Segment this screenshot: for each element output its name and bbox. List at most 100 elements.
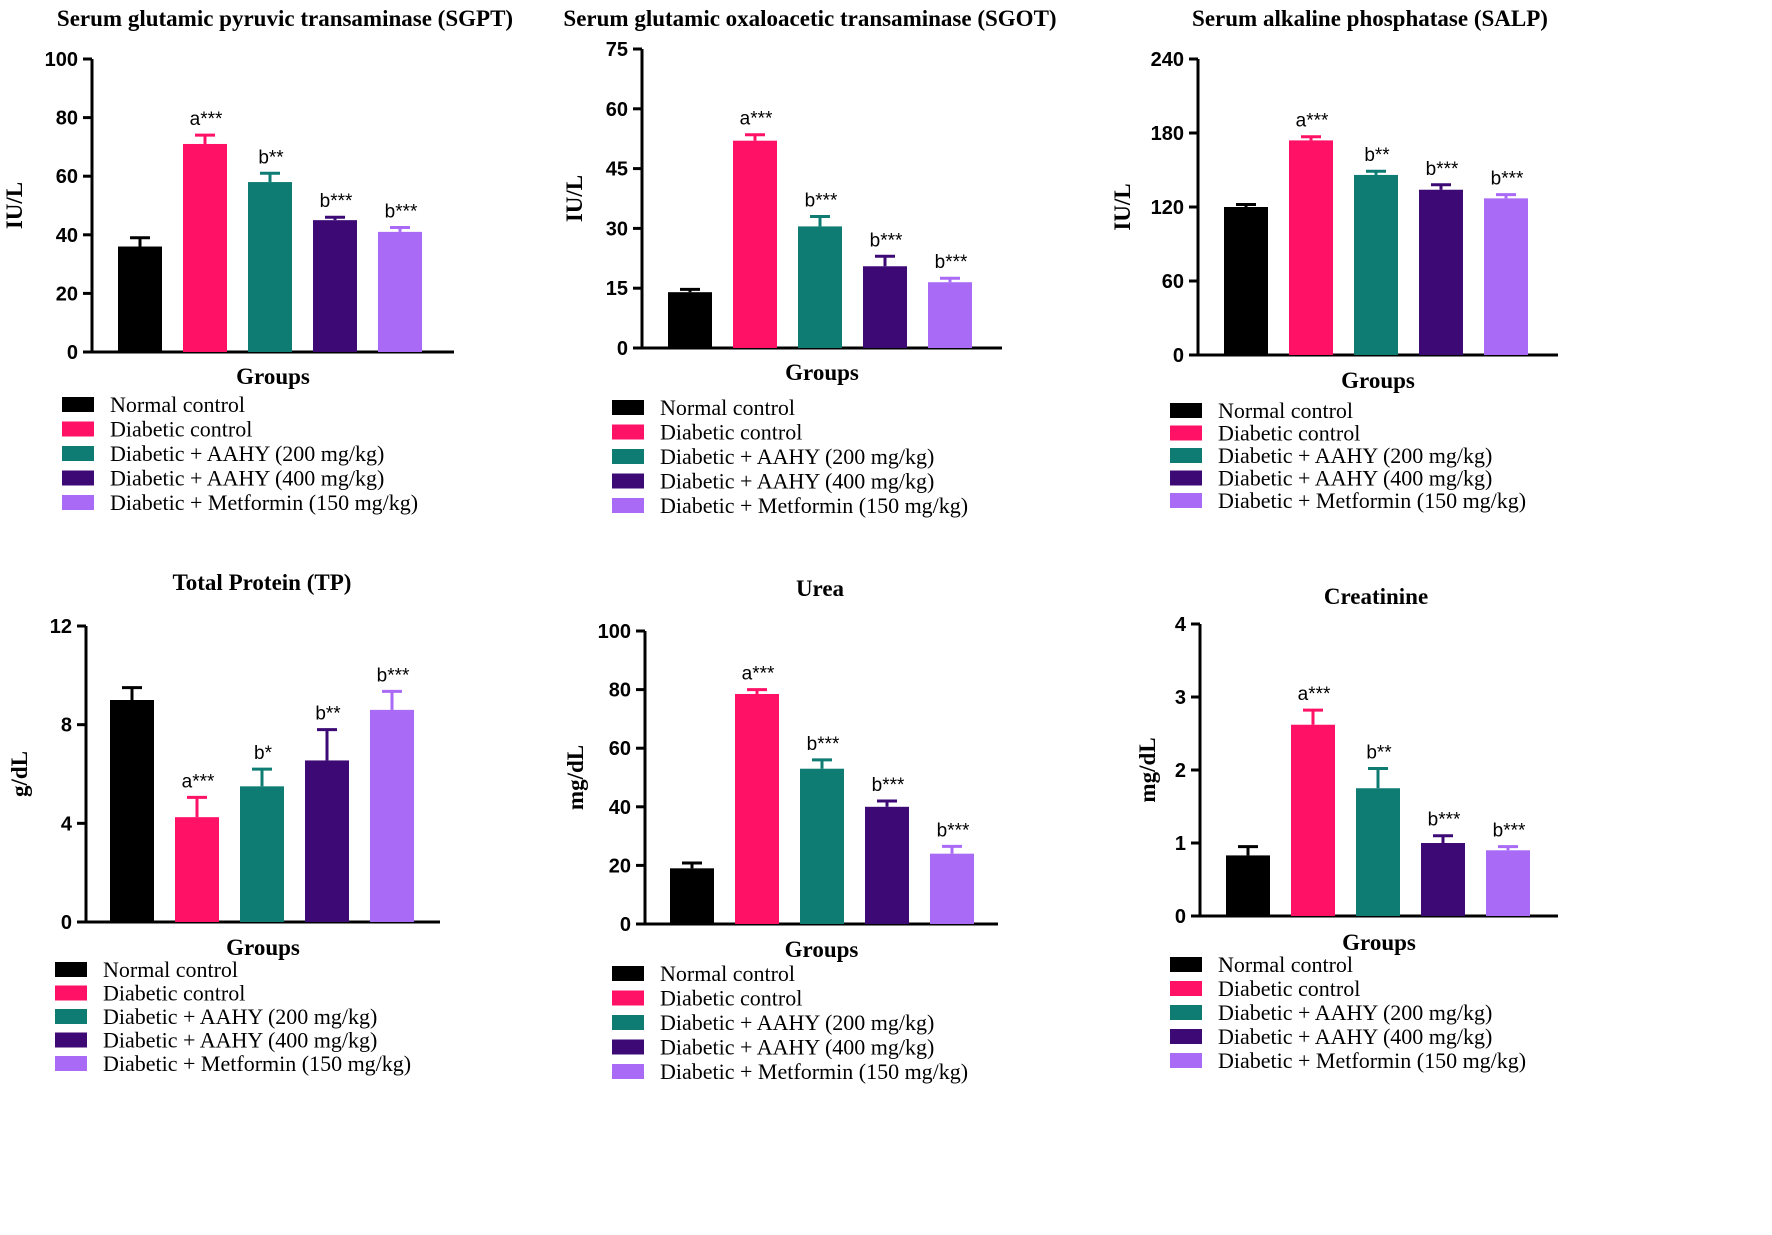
legend-swatch (1170, 493, 1202, 508)
bar (733, 140, 777, 348)
legend-swatch (1170, 448, 1202, 463)
legend-swatch (62, 397, 94, 412)
bar (313, 220, 357, 352)
chart-title: Creatinine (1324, 584, 1428, 609)
legend-swatch (612, 449, 644, 464)
y-tick-label: 100 (45, 49, 78, 71)
legend-swatch (1170, 1029, 1202, 1044)
legend-label: Diabetic + Metformin (150 mg/kg) (660, 493, 968, 518)
bar (370, 709, 414, 922)
x-axis-label: Groups (236, 364, 310, 389)
y-tick-label: 60 (606, 99, 628, 121)
significance-label: b*** (935, 252, 968, 273)
chart-panel-4: Total Protein (TP) 0 4 8 12 g/dL Groups a*** b* b… (7, 570, 440, 1076)
legend-label: Diabetic + Metformin (150 mg/kg) (110, 490, 418, 515)
y-tick-label: 0 (67, 342, 78, 364)
legend-swatch (612, 990, 644, 1006)
legend-swatch (1170, 957, 1202, 972)
bar (1484, 198, 1528, 355)
chart-title: Serum glutamic oxaloacetic transaminase … (563, 6, 1056, 31)
legend-label: Diabetic + Metformin (150 mg/kg) (1218, 1048, 1526, 1073)
y-tick-label: 45 (606, 159, 628, 181)
x-axis-label: Groups (1341, 368, 1415, 393)
significance-label: b** (315, 704, 341, 725)
legend-label: Diabetic + AAHY (200 mg/kg) (660, 444, 934, 469)
legend-swatch (612, 473, 644, 489)
bar (1224, 207, 1268, 355)
legend-label: Diabetic + AAHY (200 mg/kg) (103, 1004, 377, 1029)
bar (183, 143, 227, 352)
y-tick-label: 30 (606, 218, 628, 240)
significance-label: b*** (377, 665, 410, 686)
y-axis-label: mg/dL (1135, 737, 1160, 802)
bar (800, 768, 844, 924)
bar (1289, 140, 1333, 355)
bar (110, 700, 154, 922)
y-tick-label: 60 (609, 738, 631, 760)
legend-swatch (612, 1064, 644, 1079)
y-tick-label: 240 (1151, 49, 1184, 71)
legend-swatch (1170, 470, 1202, 486)
legend-label: Diabetic control (1218, 976, 1360, 1001)
significance-label: b*** (385, 201, 418, 222)
legend-label: Diabetic + AAHY (200 mg/kg) (1218, 443, 1492, 468)
legend-label: Normal control (660, 395, 795, 420)
bar (670, 868, 714, 924)
legend-swatch (55, 1056, 87, 1071)
legend-label: Diabetic control (660, 420, 802, 445)
legend-swatch (612, 1039, 644, 1055)
y-axis-label: IU/L (562, 175, 587, 222)
y-tick-label: 100 (598, 621, 631, 643)
y-tick-label: 1 (1175, 833, 1186, 855)
y-tick-label: 40 (56, 225, 78, 247)
legend-label: Diabetic + Metformin (150 mg/kg) (1218, 488, 1526, 513)
y-tick-label: 12 (50, 616, 72, 638)
legend-label: Diabetic + AAHY (400 mg/kg) (1218, 1024, 1492, 1049)
chart-panel-1: Serum glutamic pyruvic transaminase (SGP… (2, 6, 513, 515)
y-tick-label: 2 (1175, 760, 1186, 782)
bar (928, 282, 972, 348)
x-axis-label: Groups (785, 360, 859, 385)
x-axis-label: Groups (1342, 930, 1416, 955)
legend-swatch (612, 1015, 644, 1030)
significance-label: b* (254, 743, 273, 764)
legend-label: Diabetic + AAHY (400 mg/kg) (660, 1035, 934, 1060)
legend-label: Diabetic + Metformin (150 mg/kg) (660, 1059, 968, 1084)
legend-swatch (62, 470, 94, 486)
y-tick-label: 180 (1151, 123, 1184, 145)
y-tick-label: 120 (1151, 197, 1184, 219)
significance-label: b*** (872, 775, 905, 796)
legend-label: Normal control (660, 961, 795, 986)
y-axis-label: IU/L (2, 182, 27, 229)
y-tick-label: 20 (609, 855, 631, 877)
bar (863, 266, 907, 348)
significance-label: a*** (182, 771, 215, 792)
bar (248, 182, 292, 352)
legend-label: Diabetic + AAHY (200 mg/kg) (110, 441, 384, 466)
significance-label: b*** (870, 230, 903, 251)
bar (865, 806, 909, 924)
y-tick-label: 0 (61, 912, 72, 934)
bar (668, 292, 712, 348)
legend-swatch (62, 495, 94, 510)
legend-swatch (612, 966, 644, 981)
y-tick-label: 0 (1175, 906, 1186, 928)
legend-label: Diabetic control (660, 986, 802, 1011)
significance-label: b*** (1491, 169, 1524, 190)
legend-swatch (1170, 981, 1202, 996)
chart-panel-3: Serum alkaline phosphatase (SALP) 0 60 120 1… (1110, 6, 1558, 513)
legend-label: Diabetic + AAHY (400 mg/kg) (1218, 466, 1492, 491)
bar (240, 786, 284, 922)
legend-label: Diabetic control (103, 981, 245, 1006)
y-tick-label: 4 (61, 813, 73, 835)
x-axis-label: Groups (785, 937, 859, 962)
bar (305, 760, 349, 922)
legend-swatch (1170, 1053, 1202, 1068)
bar (378, 231, 422, 352)
chart-panel-5: Urea 0 20 40 60 80 100 mg/dL Groups a*** b*** b*** b… (563, 576, 998, 1084)
significance-label: b*** (1426, 159, 1459, 180)
chart-title: Serum glutamic pyruvic transaminase (SGP… (57, 6, 513, 31)
legend-label: Diabetic + AAHY (400 mg/kg) (103, 1028, 377, 1053)
y-tick-label: 0 (1173, 345, 1184, 367)
legend-label: Normal control (1218, 398, 1353, 423)
